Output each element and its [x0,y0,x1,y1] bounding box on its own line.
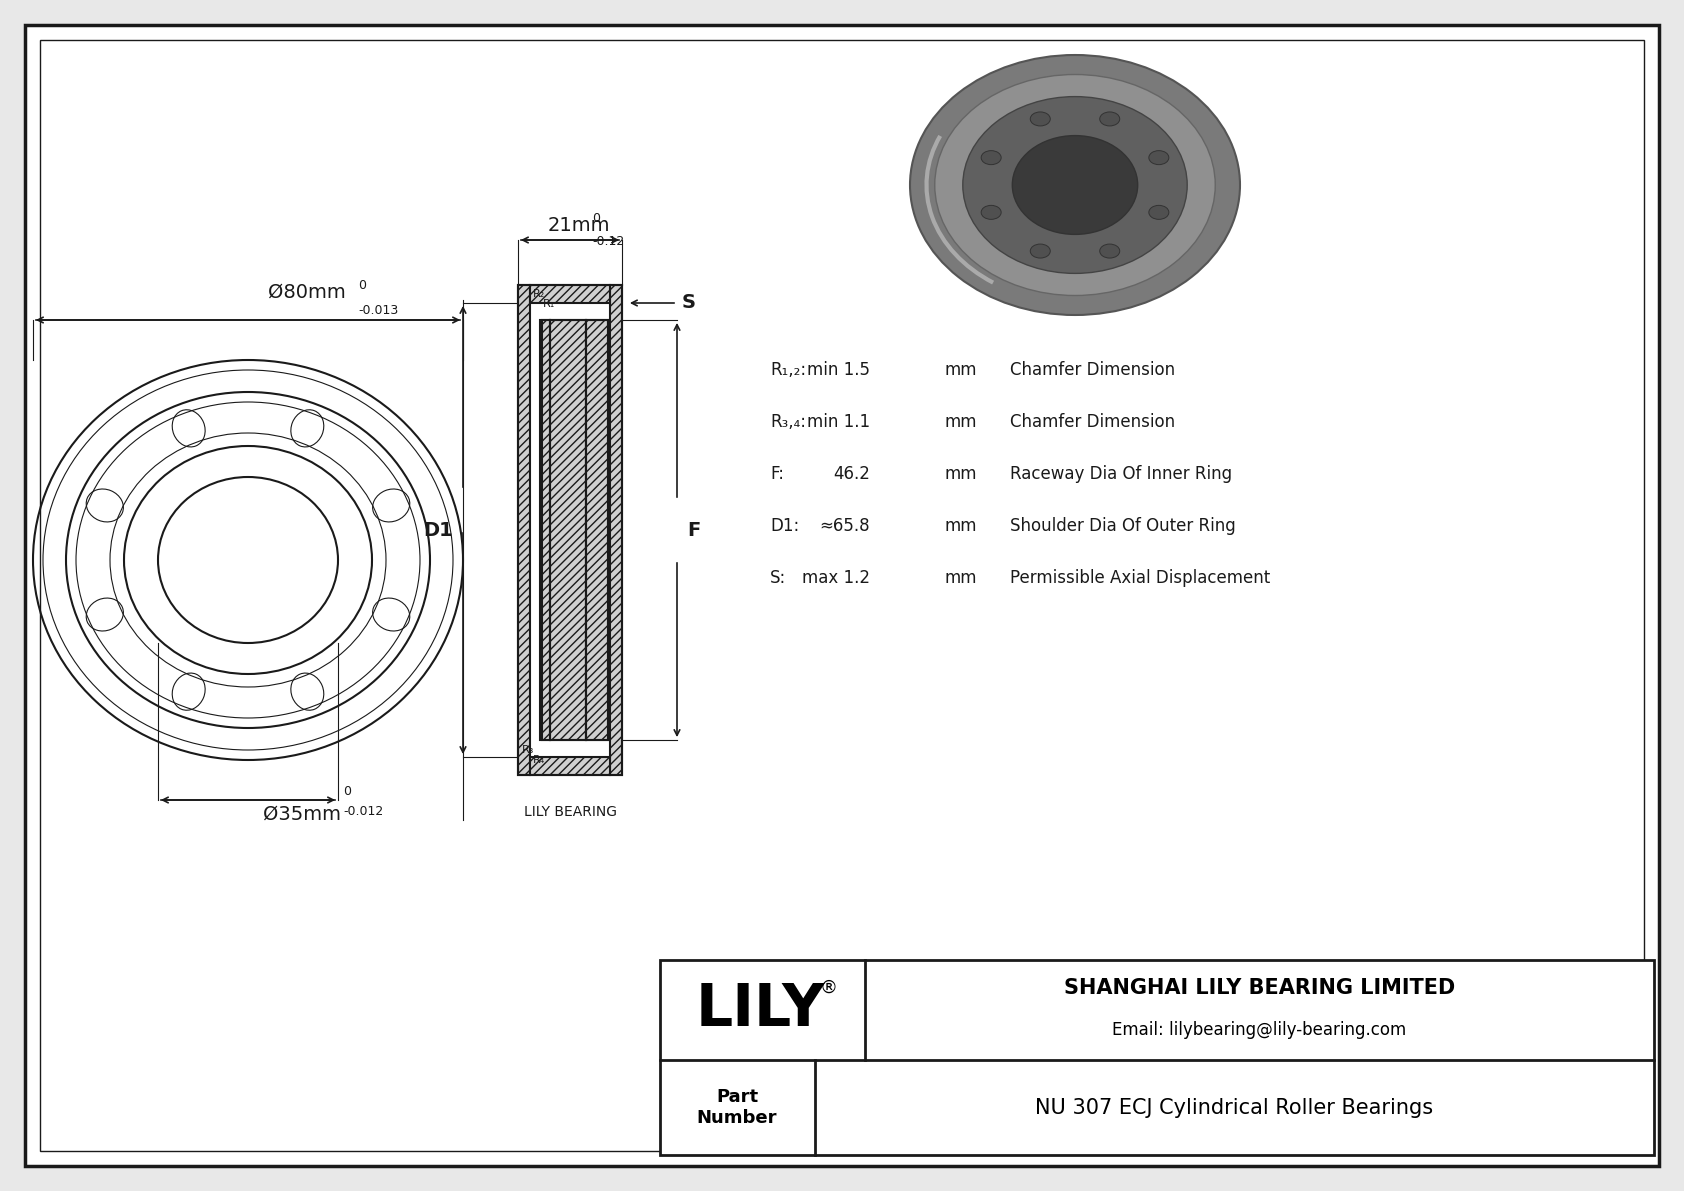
Text: F:: F: [770,464,785,484]
Text: mm: mm [945,517,977,535]
Text: ®: ® [820,979,839,997]
Text: Part
Number: Part Number [697,1089,778,1127]
Text: D1:: D1: [770,517,800,535]
Text: 21mm: 21mm [547,216,611,235]
Bar [530,757,610,775]
Text: NU 307 ECJ Cylindrical Roller Bearings: NU 307 ECJ Cylindrical Roller Bearings [1036,1097,1433,1117]
Bar [551,320,608,740]
Text: 46.2: 46.2 [834,464,871,484]
Text: Chamfer Dimension: Chamfer Dimension [1010,413,1175,431]
Ellipse shape [1100,112,1120,126]
Text: mm: mm [945,569,977,587]
Ellipse shape [935,75,1216,295]
Ellipse shape [982,205,1002,219]
Text: Ø80mm: Ø80mm [268,283,345,303]
Bar [660,960,1654,1155]
Bar [519,285,621,775]
Text: Permissible Axial Displacement: Permissible Axial Displacement [1010,569,1270,587]
Ellipse shape [982,150,1002,164]
Text: SHANGHAI LILY BEARING LIMITED: SHANGHAI LILY BEARING LIMITED [1064,978,1455,998]
Text: mm: mm [945,464,977,484]
Text: 0: 0 [593,212,600,225]
Text: -0.012: -0.012 [344,805,384,818]
Text: Ø35mm: Ø35mm [263,805,340,824]
Text: Chamfer Dimension: Chamfer Dimension [1010,361,1175,379]
Text: -0.12: -0.12 [593,235,625,248]
Text: R₄: R₄ [534,755,546,765]
Text: -0.013: -0.013 [359,304,397,317]
Bar [542,320,586,740]
Ellipse shape [963,96,1187,274]
Bar [541,320,551,740]
Text: LILY BEARING: LILY BEARING [524,805,616,819]
Text: mm: mm [945,413,977,431]
Ellipse shape [1012,136,1138,235]
Text: R₁,₂:: R₁,₂: [770,361,807,379]
Text: min 1.5: min 1.5 [807,361,871,379]
Ellipse shape [1031,244,1051,258]
Text: 0: 0 [344,785,350,798]
Ellipse shape [1031,112,1051,126]
Ellipse shape [1148,150,1169,164]
Bar [586,320,608,740]
Text: ≈65.8: ≈65.8 [820,517,871,535]
Text: Raceway Dia Of Inner Ring: Raceway Dia Of Inner Ring [1010,464,1233,484]
Text: max 1.2: max 1.2 [802,569,871,587]
Text: Email: lilybearing@lily-bearing.com: Email: lilybearing@lily-bearing.com [1113,1021,1406,1039]
Text: S: S [682,293,695,312]
Bar [610,285,621,775]
Ellipse shape [1148,205,1169,219]
Text: F: F [687,520,701,540]
Text: S:: S: [770,569,786,587]
Text: mm: mm [945,361,977,379]
Text: Shoulder Dia Of Outer Ring: Shoulder Dia Of Outer Ring [1010,517,1236,535]
Text: R₃: R₃ [522,746,534,755]
Bar [530,285,610,303]
Text: D1: D1 [423,520,453,540]
Text: min 1.1: min 1.1 [807,413,871,431]
Ellipse shape [1100,244,1120,258]
Text: 0: 0 [359,279,365,292]
Text: R₃,₄:: R₃,₄: [770,413,807,431]
Text: R₁: R₁ [542,299,556,308]
Bar [519,285,530,775]
Text: LILY: LILY [695,981,825,1039]
Ellipse shape [909,55,1239,314]
Text: R₂: R₂ [534,289,546,299]
